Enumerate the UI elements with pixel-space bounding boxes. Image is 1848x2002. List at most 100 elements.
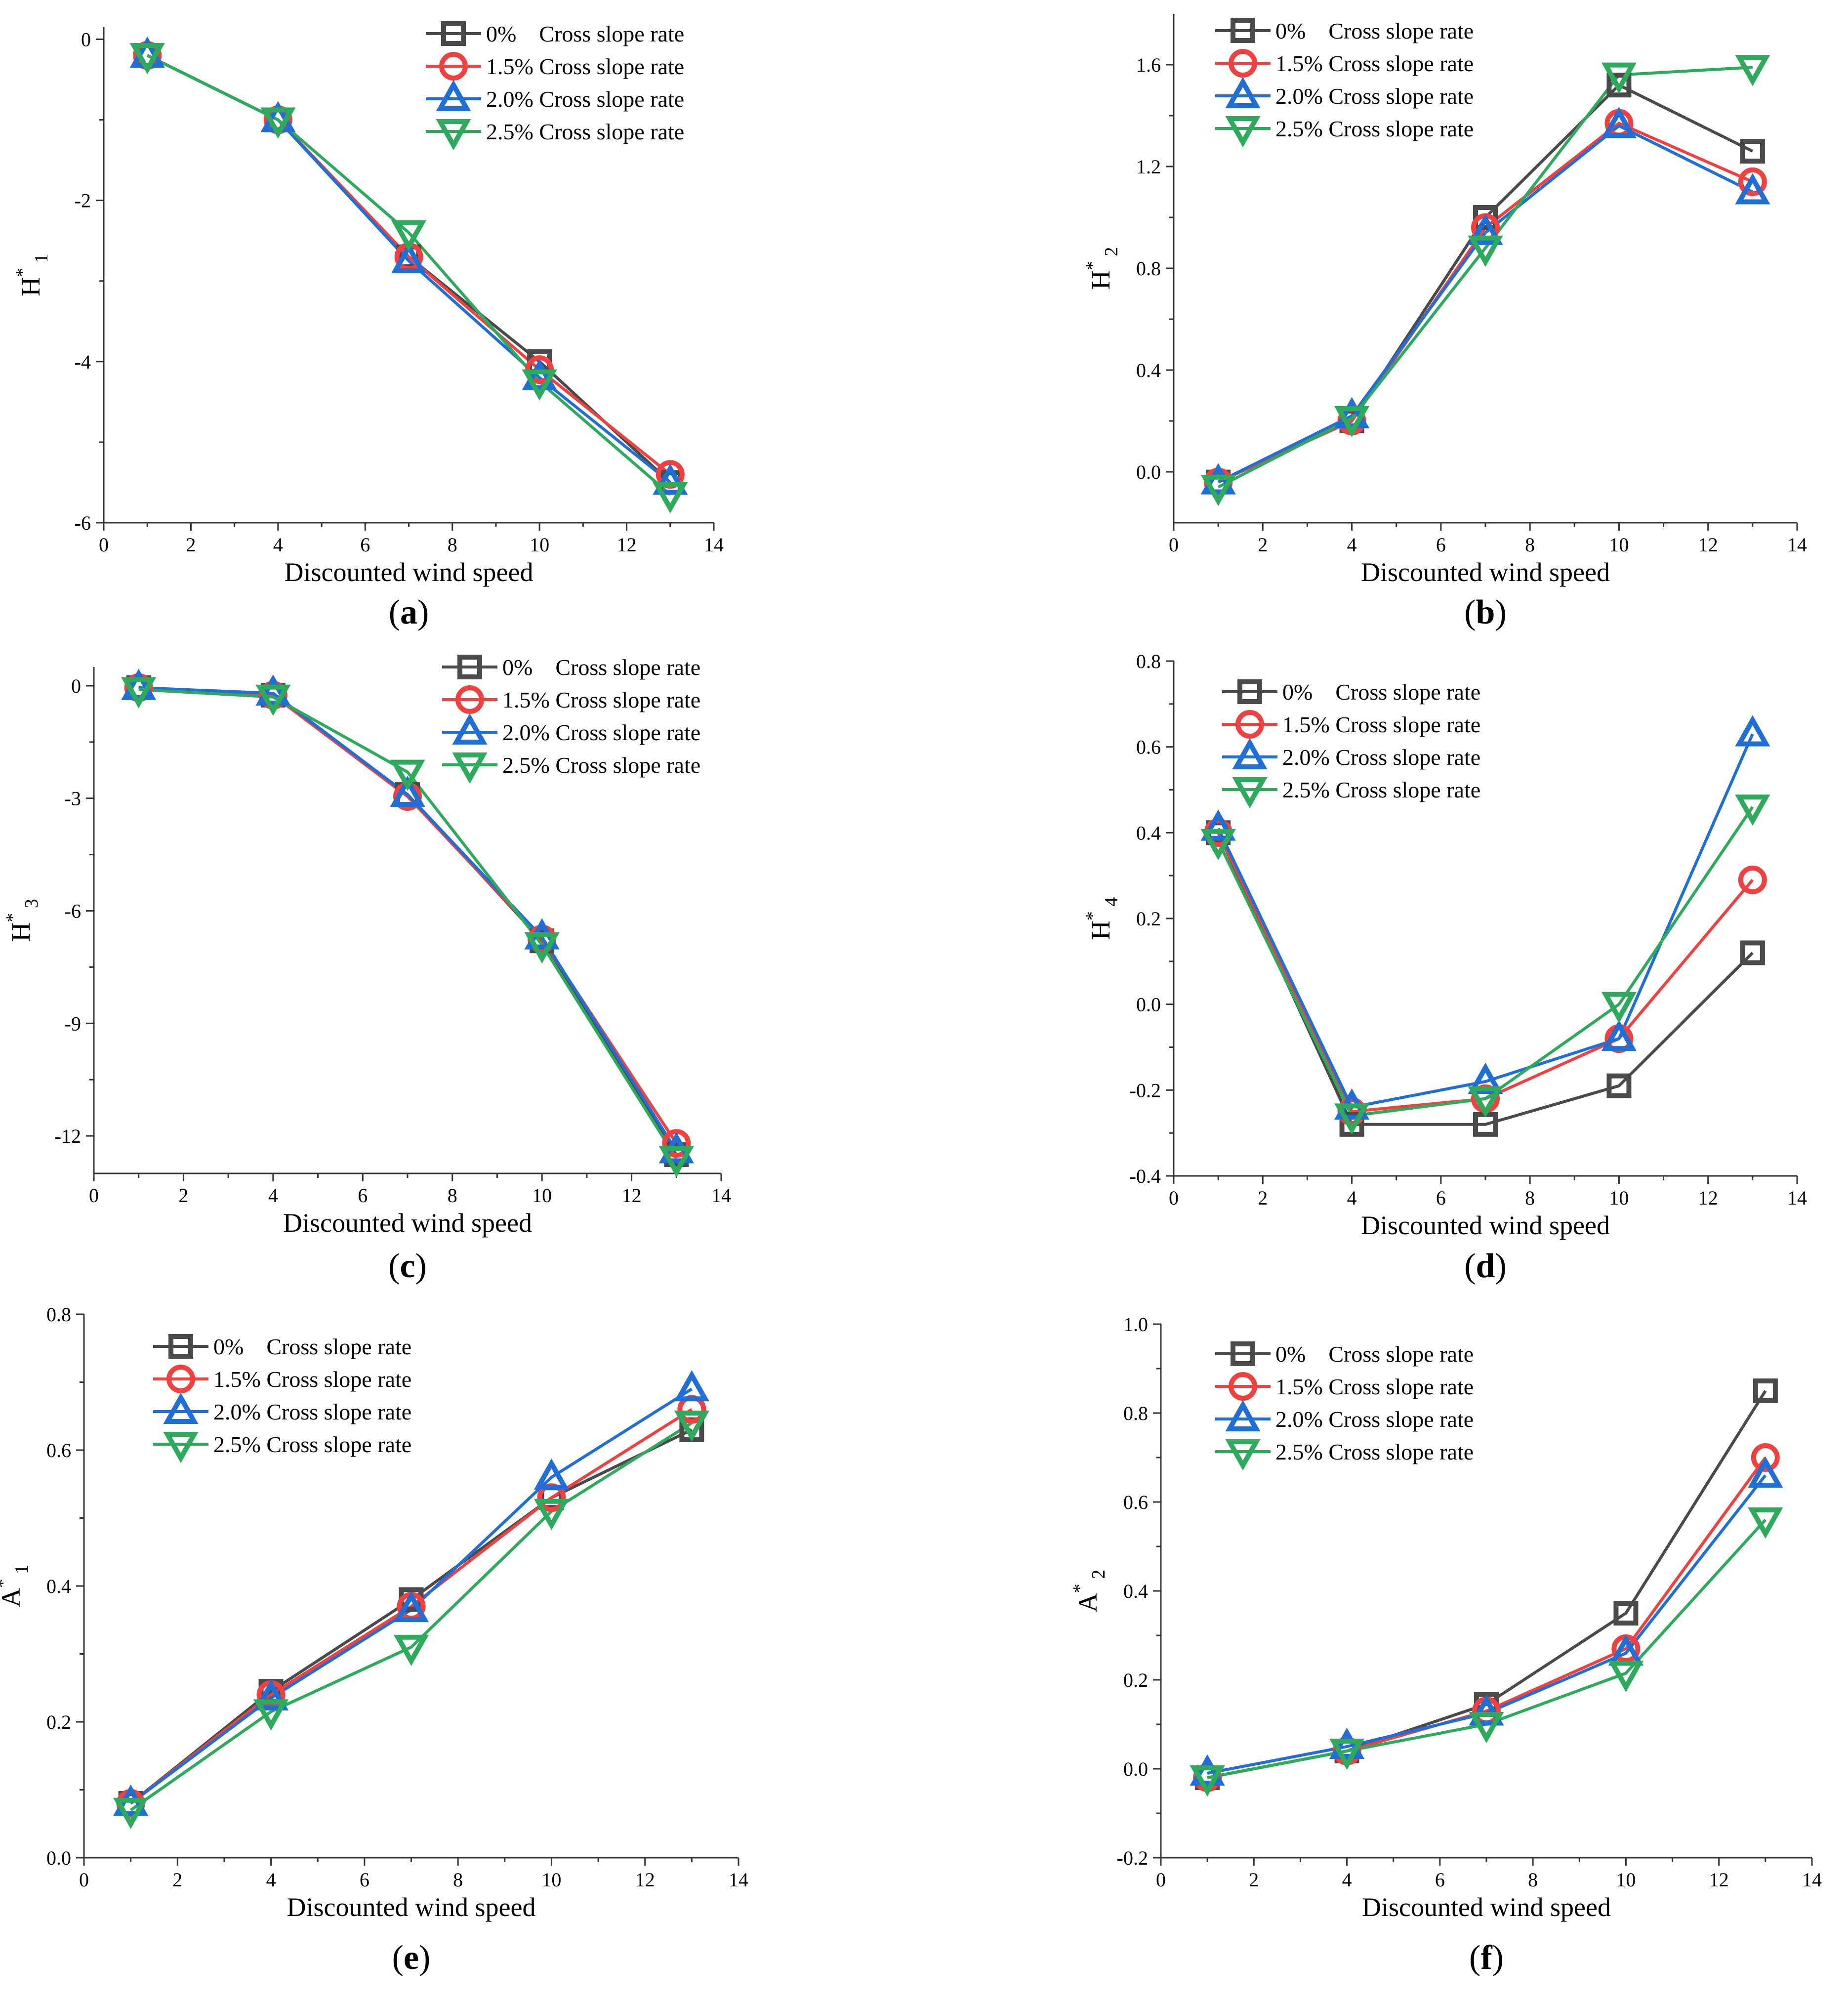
y-tick-label: 0.0 [1123, 1758, 1148, 1780]
x-tick-label: 6 [358, 1184, 368, 1207]
panel-caption: (b) [1464, 593, 1507, 631]
data-point-s2-p4 [1748, 1456, 1783, 1488]
legend-label-3: 2.5% Cross slope rate [1275, 1439, 1474, 1464]
data-point-s2-p3 [534, 1458, 569, 1490]
panel-caption: (c) [388, 1247, 427, 1285]
legend-label-3: 2.5% Cross slope rate [502, 752, 700, 778]
data-point-s2-p0 [1200, 809, 1236, 841]
legend-marker-2 [1232, 738, 1268, 769]
legend-label-1: 1.5% Cross slope rate [213, 1367, 411, 1392]
legend-marker-3 [452, 752, 488, 784]
data-point-s3-p1 [1329, 1739, 1365, 1770]
x-tick-label: 0 [79, 1869, 89, 1891]
data-point-s3-p0 [1200, 829, 1236, 860]
data-point-s3-p1 [1334, 1103, 1370, 1135]
legend-label-1: 1.5% Cross slope rate [1282, 712, 1480, 737]
legend-marker-3 [1225, 116, 1261, 148]
y-tick-label: -9 [65, 1012, 81, 1035]
x-axis-label: Discounted wind speed [287, 1892, 536, 1922]
series-line-2 [1217, 124, 1754, 484]
x-tick-label: 2 [178, 1184, 188, 1207]
data-point-s3-p4 [1735, 794, 1770, 826]
x-tick-label: 12 [1709, 1869, 1729, 1891]
legend-marker-1 [1235, 710, 1264, 739]
data-point-s3-p0 [121, 677, 157, 709]
legend-label-3: 2.5% Cross slope rate [1282, 777, 1480, 802]
x-tick-label: 10 [530, 534, 549, 556]
data-point-s1-p4 [662, 1129, 691, 1158]
data-point-s3-p4 [653, 482, 688, 514]
y-axis-label: A* 1 [0, 1565, 32, 1608]
x-tick-label: 6 [360, 534, 370, 556]
legend-label-2: 2.0% Cross slope rate [1275, 1407, 1474, 1432]
data-point-s2-p0 [1200, 463, 1236, 495]
y-tick-label: 0 [81, 28, 91, 50]
y-tick-label: 0.0 [46, 1847, 71, 1869]
y-tick-label: 1.2 [1136, 156, 1161, 178]
legend-label-2: 2.0% Cross slope rate [1275, 83, 1474, 109]
y-tick-label: -4 [75, 351, 91, 373]
x-tick-label: 12 [617, 534, 637, 556]
series-line-3 [1217, 66, 1753, 489]
y-tick-label: 0.8 [1123, 1402, 1148, 1424]
x-tick-label: 10 [1609, 534, 1629, 556]
x-tick-label: 2 [1258, 534, 1268, 556]
legend-label-3: 2.5% Cross slope rate [213, 1432, 411, 1457]
y-tick-label: 0.8 [1136, 650, 1161, 672]
x-tick-label: 0 [1156, 1869, 1166, 1891]
x-axis-label: Discounted wind speed [1361, 557, 1610, 587]
data-point-s3-p0 [113, 1797, 149, 1829]
data-point-s1-p4 [1751, 1443, 1780, 1472]
y-tick-label: 0.6 [1123, 1491, 1148, 1513]
x-tick-label: 0 [99, 534, 109, 556]
x-tick-label: 2 [1258, 1187, 1268, 1209]
x-tick-label: 2 [172, 1869, 182, 1891]
x-tick-label: 0 [1169, 534, 1179, 556]
y-axis-label: H* 4 [1082, 897, 1122, 940]
x-tick-label: 4 [273, 534, 283, 556]
x-tick-label: 6 [360, 1869, 370, 1891]
x-tick-label: 8 [448, 534, 457, 556]
legend-marker-1 [1229, 1372, 1257, 1401]
legend-label-1: 1.5% Cross slope rate [1275, 51, 1474, 76]
data-point-s2-p0 [121, 668, 157, 700]
x-tick-label: 14 [729, 1869, 748, 1891]
data-point-s3-p3 [1601, 992, 1637, 1023]
legend-marker-2 [1225, 77, 1261, 108]
data-point-s2-p4 [653, 463, 688, 495]
legend-label-3: 2.5% Cross slope rate [1275, 116, 1474, 141]
x-tick-label: 8 [453, 1869, 463, 1891]
legend-marker-3 [436, 119, 471, 151]
data-point-s0-p3 [1613, 1601, 1639, 1626]
x-tick-label: 10 [541, 1869, 561, 1891]
y-tick-label: 0.4 [46, 1575, 71, 1597]
x-tick-label: 4 [1347, 1187, 1357, 1209]
data-point-s2-p1 [1329, 1727, 1365, 1759]
legend-marker-2 [452, 713, 488, 745]
data-point-s3-p2 [391, 220, 427, 252]
data-point-s2-p1 [1334, 397, 1370, 428]
series-line-1 [129, 1408, 693, 1805]
x-tick-label: 14 [1802, 1869, 1822, 1891]
data-point-s2-p2 [391, 242, 427, 273]
data-point-s2-p3 [1601, 1019, 1637, 1051]
legend-marker-3 [1225, 1439, 1261, 1471]
data-point-s1-p4 [1738, 865, 1767, 894]
x-tick-label: 8 [1525, 534, 1535, 556]
data-point-s2-p2 [1469, 1694, 1504, 1726]
x-tick-label: 12 [1698, 1187, 1718, 1209]
data-point-s2-p3 [522, 359, 557, 390]
y-axis-label: A* 2 [1069, 1570, 1109, 1613]
series-line-3 [129, 1421, 693, 1812]
y-axis-label: H* 3 [2, 899, 42, 942]
x-tick-label: 4 [266, 1869, 276, 1891]
x-tick-label: 2 [1249, 1869, 1259, 1891]
data-point-s0-p4 [1740, 139, 1765, 164]
data-point-s2-p2 [390, 775, 425, 807]
legend-label-2: 2.0% Cross slope rate [1282, 745, 1480, 770]
data-point-s3-p4 [1748, 1507, 1783, 1539]
y-tick-label: -0.2 [1130, 1079, 1161, 1101]
legend-marker-2 [1225, 1400, 1261, 1431]
legend-label-0: 0% Cross slope rate [502, 655, 700, 680]
